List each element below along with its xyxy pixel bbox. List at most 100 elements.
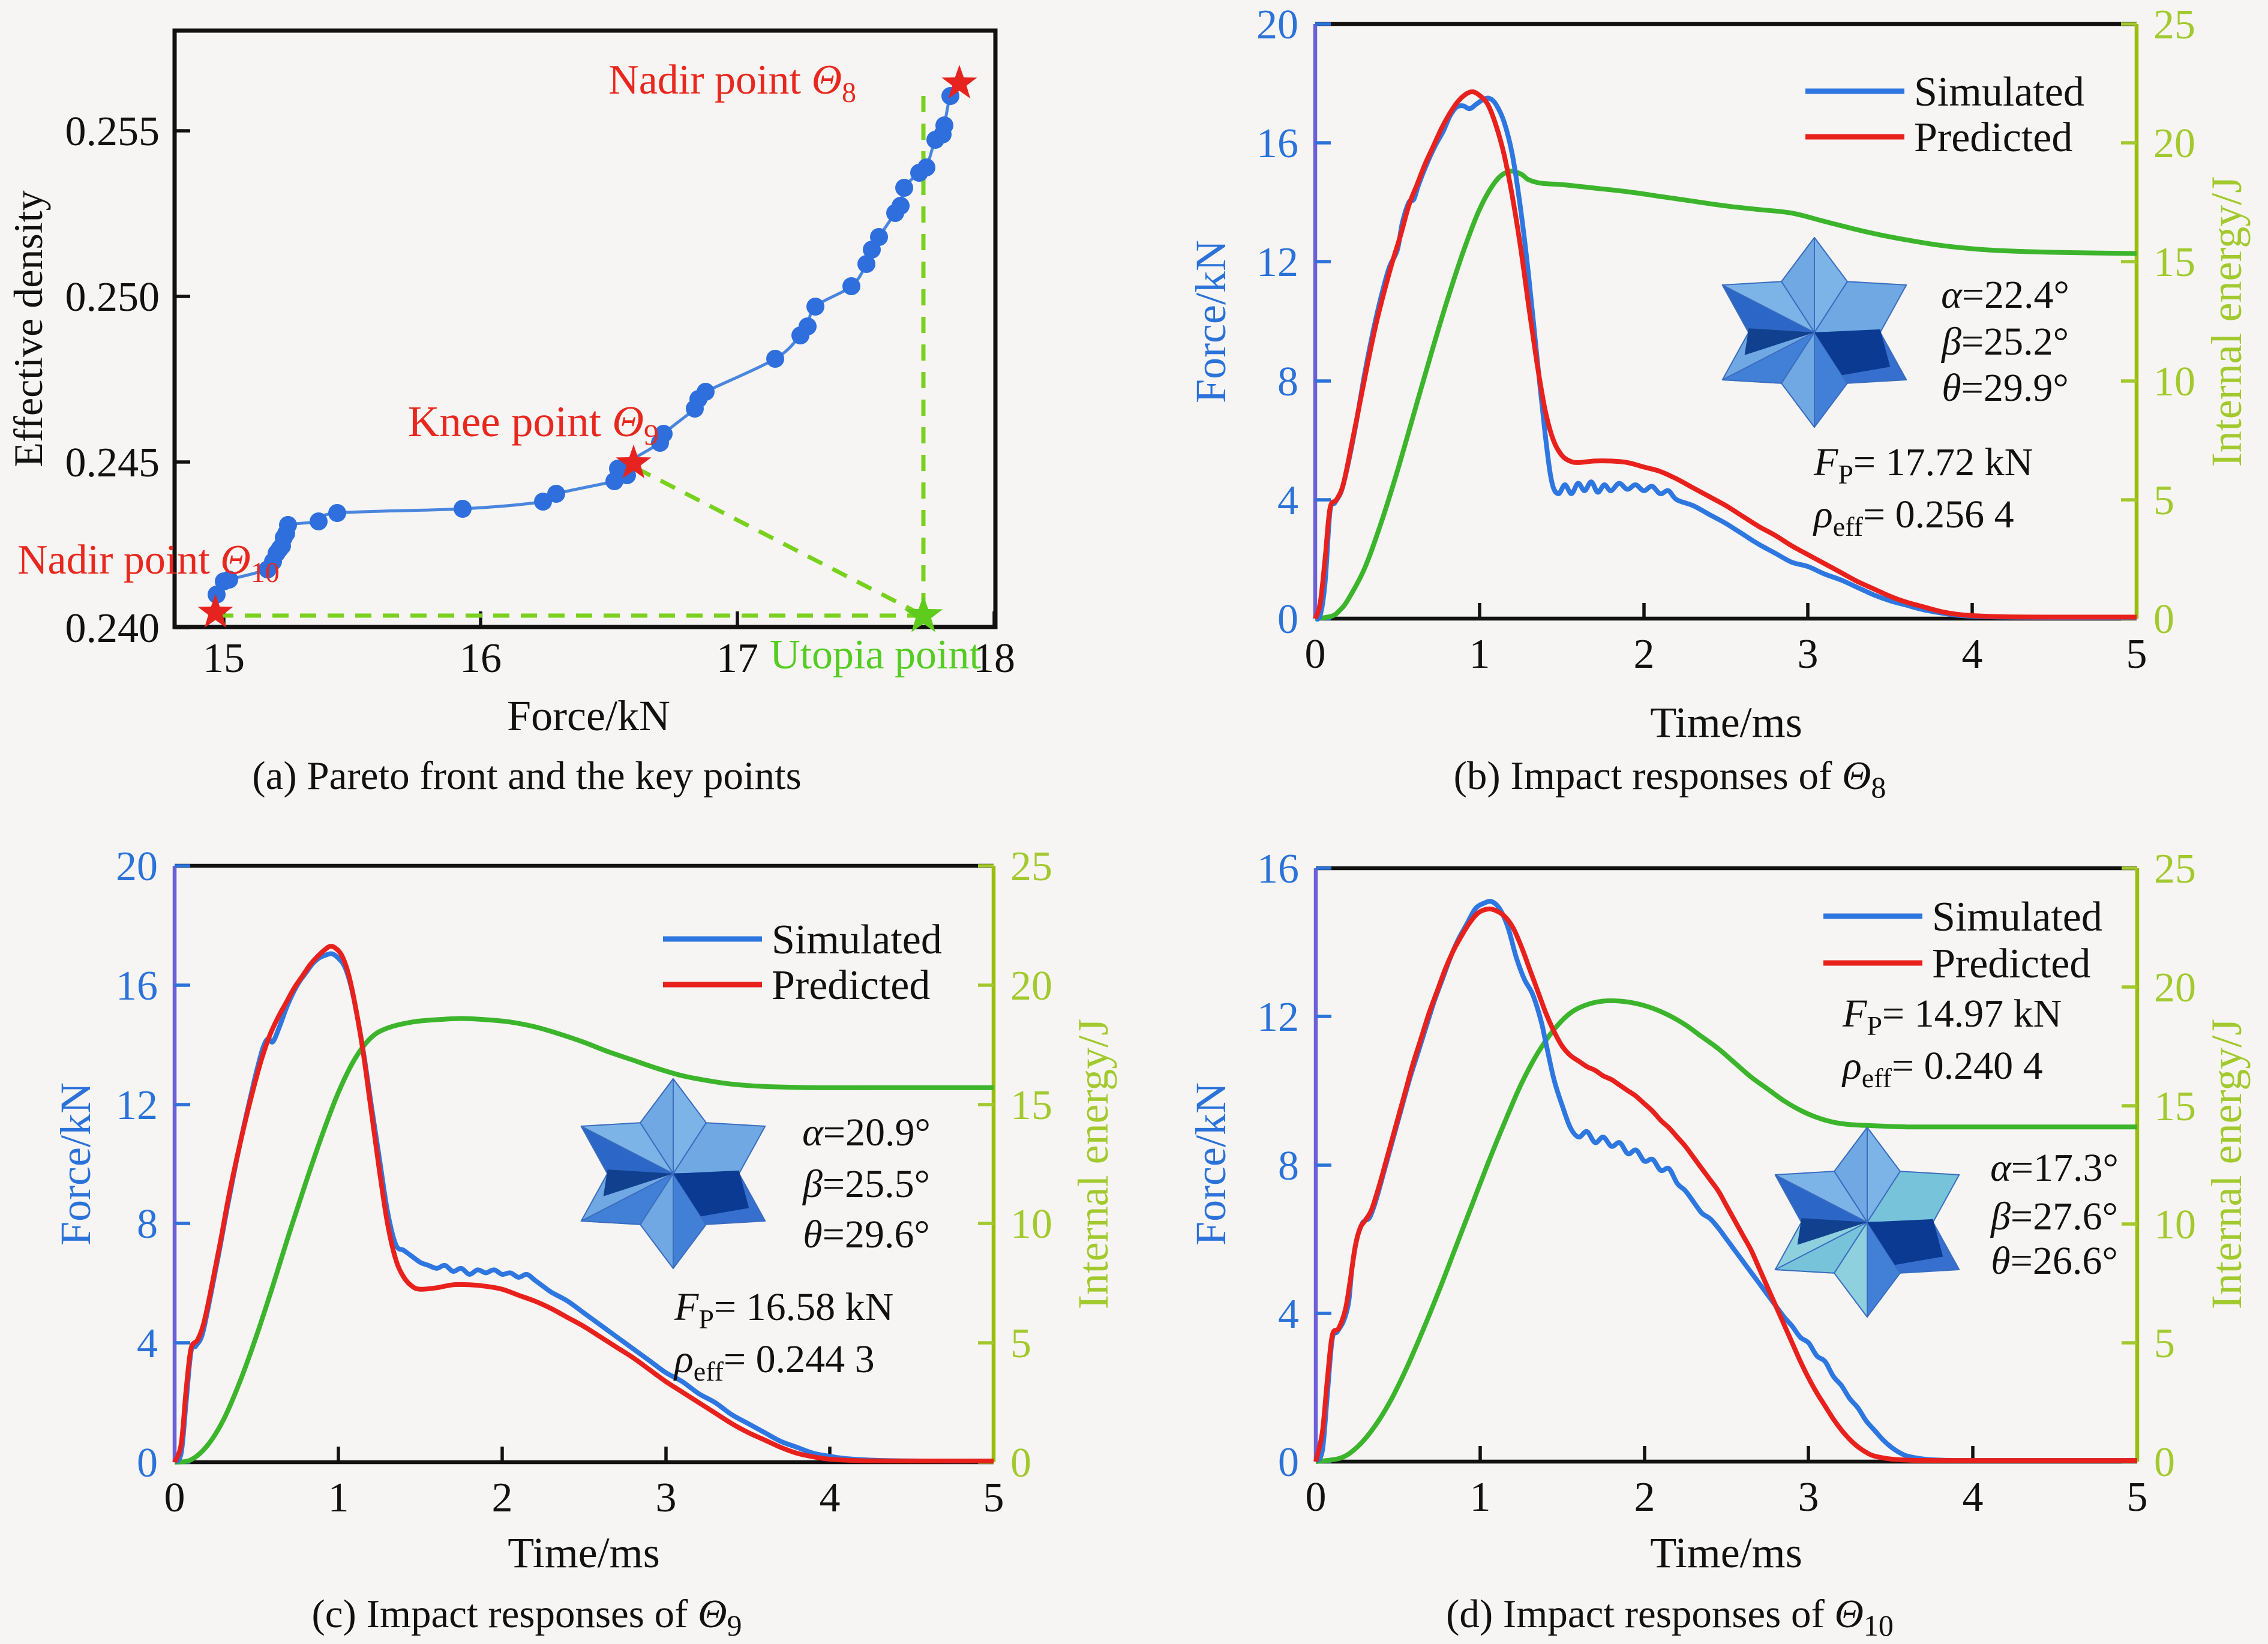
svg-text:3: 3: [1798, 1474, 1819, 1520]
svg-text:β=25.2°: β=25.2°: [1940, 320, 2069, 364]
svg-text:12: 12: [116, 1082, 158, 1129]
svg-text:0: 0: [1277, 596, 1298, 643]
svg-text:25: 25: [2153, 2, 2195, 48]
svg-text:20: 20: [116, 844, 158, 890]
svg-text:β=27.6°: β=27.6°: [1990, 1195, 2118, 1238]
svg-text:10: 10: [1010, 1201, 1052, 1247]
svg-text:1: 1: [328, 1475, 349, 1521]
svg-text:0.245: 0.245: [65, 440, 160, 486]
svg-text:3: 3: [1798, 631, 1819, 677]
svg-text:5: 5: [983, 1475, 1004, 1521]
svg-text:α=17.3°: α=17.3°: [1990, 1146, 2119, 1190]
svg-text:α=22.4°: α=22.4°: [1941, 273, 2069, 317]
svg-text:0: 0: [137, 1440, 158, 1486]
svg-text:20: 20: [2154, 965, 2196, 1011]
svg-text:0: 0: [1278, 1439, 1299, 1486]
svg-text:Simulated: Simulated: [1914, 69, 2084, 115]
svg-text:4: 4: [1962, 631, 1983, 677]
svg-text:5: 5: [2153, 478, 2174, 524]
svg-text:(c) Impact responses of Θ9: (c) Impact responses of Θ9: [311, 1592, 742, 1642]
svg-text:ρeff= 0.256 4: ρeff= 0.256 4: [1813, 493, 2014, 542]
svg-text:16: 16: [116, 963, 158, 1009]
svg-text:Force/kN: Force/kN: [52, 1082, 100, 1246]
svg-text:4: 4: [1278, 1291, 1299, 1337]
svg-text:θ=29.6°: θ=29.6°: [803, 1213, 930, 1256]
svg-text:0: 0: [164, 1475, 185, 1521]
svg-text:FP= 14.97 kN: FP= 14.97 kN: [1842, 992, 2062, 1041]
svg-text:2: 2: [1634, 1474, 1655, 1520]
svg-text:12: 12: [1256, 239, 1298, 286]
svg-text:4: 4: [1277, 478, 1298, 524]
svg-text:10: 10: [2154, 1202, 2196, 1248]
svg-text:Predicted: Predicted: [1932, 941, 2090, 987]
svg-text:θ=26.6°: θ=26.6°: [1991, 1239, 2118, 1283]
svg-text:Knee point Θ9: Knee point Θ9: [408, 397, 659, 451]
svg-text:0: 0: [1305, 631, 1326, 677]
svg-text:4: 4: [820, 1475, 841, 1521]
svg-text:5: 5: [1010, 1321, 1031, 1367]
svg-text:(d) Impact responses of Θ10: (d) Impact responses of Θ10: [1446, 1592, 1894, 1642]
svg-text:Time/ms: Time/ms: [1650, 698, 1802, 746]
svg-text:Predicted: Predicted: [772, 962, 930, 1009]
svg-text:β=25.5°: β=25.5°: [802, 1162, 930, 1206]
svg-text:2: 2: [492, 1475, 513, 1521]
svg-text:15: 15: [2154, 1084, 2196, 1130]
svg-text:Force/kN: Force/kN: [1187, 1082, 1235, 1246]
svg-text:Simulated: Simulated: [1932, 894, 2102, 940]
svg-text:16: 16: [1256, 121, 1298, 167]
svg-text:0: 0: [2154, 1439, 2175, 1486]
svg-text:18: 18: [973, 635, 1015, 682]
svg-text:FP= 16.58 kN: FP= 16.58 kN: [674, 1285, 893, 1334]
svg-text:20: 20: [1010, 963, 1052, 1009]
svg-text:17: 17: [716, 635, 758, 682]
svg-text:Simulated: Simulated: [772, 917, 942, 963]
svg-text:Force/kN: Force/kN: [1187, 240, 1235, 403]
svg-text:0.250: 0.250: [65, 274, 160, 320]
svg-text:8: 8: [1278, 1143, 1299, 1189]
svg-text:Utopia point: Utopia point: [770, 632, 981, 678]
svg-text:Nadir point Θ10: Nadir point Θ10: [17, 537, 280, 589]
svg-text:20: 20: [1256, 2, 1298, 48]
svg-text:25: 25: [1010, 844, 1052, 890]
svg-text:Time/ms: Time/ms: [508, 1529, 659, 1577]
svg-text:2: 2: [1634, 631, 1655, 677]
svg-text:(b) Impact responses of Θ8: (b) Impact responses of Θ8: [1454, 754, 1886, 804]
svg-text:16: 16: [460, 635, 502, 682]
svg-text:4: 4: [137, 1321, 158, 1367]
svg-text:20: 20: [2153, 121, 2195, 167]
svg-text:ρeff= 0.244 3: ρeff= 0.244 3: [673, 1337, 875, 1387]
svg-text:0: 0: [1306, 1474, 1327, 1520]
svg-text:0.255: 0.255: [65, 109, 160, 155]
svg-text:Internal energy/J: Internal energy/J: [2203, 1019, 2251, 1310]
svg-text:0.240: 0.240: [65, 605, 160, 652]
svg-text:15: 15: [2153, 239, 2195, 286]
svg-text:0: 0: [2153, 596, 2174, 643]
svg-text:12: 12: [1257, 994, 1299, 1040]
svg-text:FP= 17.72 kN: FP= 17.72 kN: [1813, 440, 2033, 490]
svg-text:Nadir point Θ8: Nadir point Θ8: [608, 57, 856, 109]
svg-text:5: 5: [2154, 1321, 2175, 1367]
svg-text:15: 15: [1010, 1082, 1052, 1129]
svg-text:1: 1: [1470, 1474, 1491, 1520]
svg-text:4: 4: [1963, 1474, 1984, 1520]
svg-text:Predicted: Predicted: [1914, 115, 2072, 161]
svg-text:15: 15: [203, 635, 245, 682]
svg-text:Effective density: Effective density: [5, 190, 51, 467]
svg-text:Force/kN: Force/kN: [507, 692, 670, 740]
svg-text:(a) Pareto front and the key p: (a) Pareto front and the key points: [252, 754, 801, 798]
svg-text:θ=29.9°: θ=29.9°: [1942, 366, 2069, 410]
svg-text:5: 5: [2126, 631, 2147, 677]
svg-text:16: 16: [1257, 846, 1299, 892]
svg-text:0: 0: [1010, 1440, 1031, 1486]
svg-text:Time/ms: Time/ms: [1650, 1529, 1802, 1577]
svg-text:Internal energy/J: Internal energy/J: [2203, 176, 2251, 467]
svg-text:Internal energy/J: Internal energy/J: [1069, 1019, 1117, 1310]
svg-text:8: 8: [137, 1201, 158, 1247]
svg-text:α=20.9°: α=20.9°: [802, 1111, 931, 1154]
svg-text:3: 3: [656, 1475, 677, 1521]
svg-text:ρeff= 0.240 4: ρeff= 0.240 4: [1841, 1044, 2043, 1093]
svg-text:8: 8: [1277, 359, 1298, 405]
svg-text:25: 25: [2154, 846, 2196, 892]
svg-text:10: 10: [2153, 359, 2195, 405]
svg-text:5: 5: [2127, 1474, 2148, 1520]
